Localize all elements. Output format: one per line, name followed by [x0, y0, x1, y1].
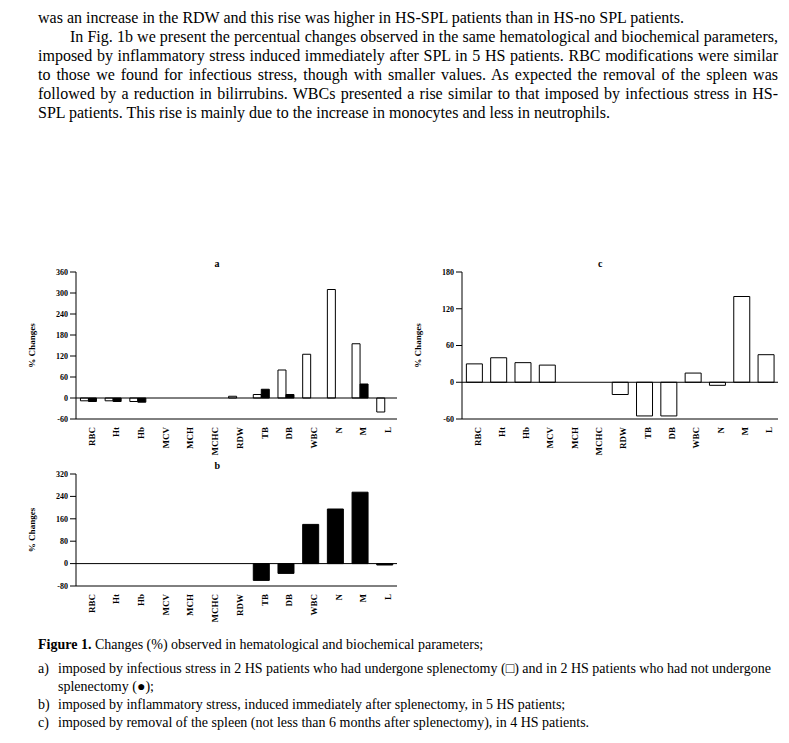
svg-text:Hb: Hb	[136, 427, 146, 439]
svg-text:M: M	[740, 427, 750, 436]
svg-text:RBC: RBC	[87, 427, 97, 446]
svg-text:MCV: MCV	[161, 427, 171, 449]
html-text:imposed by infectious stress i: imposed by infectious stress in 2 HS pat…	[58, 661, 771, 694]
svg-text:L: L	[383, 427, 393, 433]
html-text:In Fig. 1b we present the perc: In Fig. 1b we present the percentual cha…	[38, 28, 778, 121]
svg-text:DB: DB	[284, 427, 294, 440]
svg-text:MCH: MCH	[570, 427, 580, 449]
svg-text:320: 320	[56, 470, 68, 479]
svg-text:Ht: Ht	[497, 427, 507, 437]
svg-text:L: L	[383, 594, 393, 600]
svg-text:RDW: RDW	[235, 427, 245, 449]
svg-text:MCV: MCV	[545, 427, 555, 449]
svg-text:MCV: MCV	[161, 594, 171, 616]
svg-text:60: 60	[446, 341, 454, 350]
svg-text:RBC: RBC	[473, 427, 483, 446]
svg-text:% Changes: % Changes	[27, 323, 37, 368]
svg-text:WBC: WBC	[309, 427, 319, 449]
svg-text:Ht: Ht	[111, 427, 121, 437]
svg-text:80: 80	[60, 537, 68, 546]
svg-text:0: 0	[64, 559, 68, 568]
html-text:imposed by inflammatory stress: imposed by inflammatory stress, induced …	[58, 697, 566, 712]
svg-text:TB: TB	[643, 427, 653, 439]
html-text:imposed by removal of the sple: imposed by removal of the spleen (not le…	[58, 715, 590, 730]
svg-text:0: 0	[64, 394, 68, 403]
svg-text:240: 240	[56, 310, 68, 319]
html-text:was an increase in the RDW and: was an increase in the RDW and this rise…	[38, 9, 684, 26]
svg-text:240: 240	[56, 492, 68, 501]
svg-text:N: N	[334, 427, 344, 434]
svg-text:0: 0	[450, 378, 454, 387]
svg-text:L: L	[764, 427, 774, 433]
svg-text:DB: DB	[667, 427, 677, 440]
svg-text:360: 360	[56, 268, 68, 277]
svg-text:TB: TB	[260, 427, 270, 439]
svg-text:TB: TB	[260, 594, 270, 606]
svg-text:DB: DB	[284, 594, 294, 607]
svg-text:120: 120	[442, 305, 454, 314]
svg-text:% Changes: % Changes	[27, 507, 37, 552]
svg-text:Hb: Hb	[136, 594, 146, 606]
html-text:b: b	[214, 460, 221, 471]
svg-text:MCH: MCH	[186, 427, 196, 449]
svg-text:Hb: Hb	[521, 427, 531, 439]
svg-text:MCHC: MCHC	[210, 594, 220, 623]
svg-text:% Changes: % Changes	[413, 323, 423, 368]
html-text:b): b)	[38, 697, 50, 712]
svg-text:MCHC: MCHC	[594, 427, 604, 456]
svg-text:M: M	[358, 594, 368, 603]
svg-text:160: 160	[56, 515, 68, 524]
svg-text:-60: -60	[443, 415, 454, 424]
html-text:Figure 1. Changes (%) observed: Figure 1. Changes (%) observed in hemato…	[38, 637, 484, 652]
svg-text:120: 120	[56, 352, 68, 361]
svg-text:-80: -80	[57, 582, 68, 591]
svg-text:RDW: RDW	[235, 594, 245, 616]
html-text:c): c)	[38, 715, 49, 730]
html-text:a: a	[214, 258, 220, 269]
svg-text:M: M	[358, 427, 368, 436]
svg-text:RBC: RBC	[87, 594, 97, 613]
svg-text:300: 300	[56, 289, 68, 298]
svg-text:MCH: MCH	[186, 594, 196, 616]
svg-text:MCHC: MCHC	[210, 427, 220, 456]
svg-text:Ht: Ht	[111, 594, 121, 604]
svg-text:-60: -60	[57, 415, 68, 424]
svg-text:60: 60	[60, 373, 68, 382]
svg-text:N: N	[334, 594, 344, 601]
svg-text:WBC: WBC	[691, 427, 701, 449]
html-text:a): a)	[38, 661, 49, 676]
svg-text:N: N	[716, 427, 726, 434]
svg-text:RDW: RDW	[618, 427, 628, 449]
svg-text:180: 180	[442, 268, 454, 277]
svg-text:180: 180	[56, 331, 68, 340]
html-text:c: c	[598, 258, 603, 269]
svg-text:WBC: WBC	[309, 594, 319, 616]
